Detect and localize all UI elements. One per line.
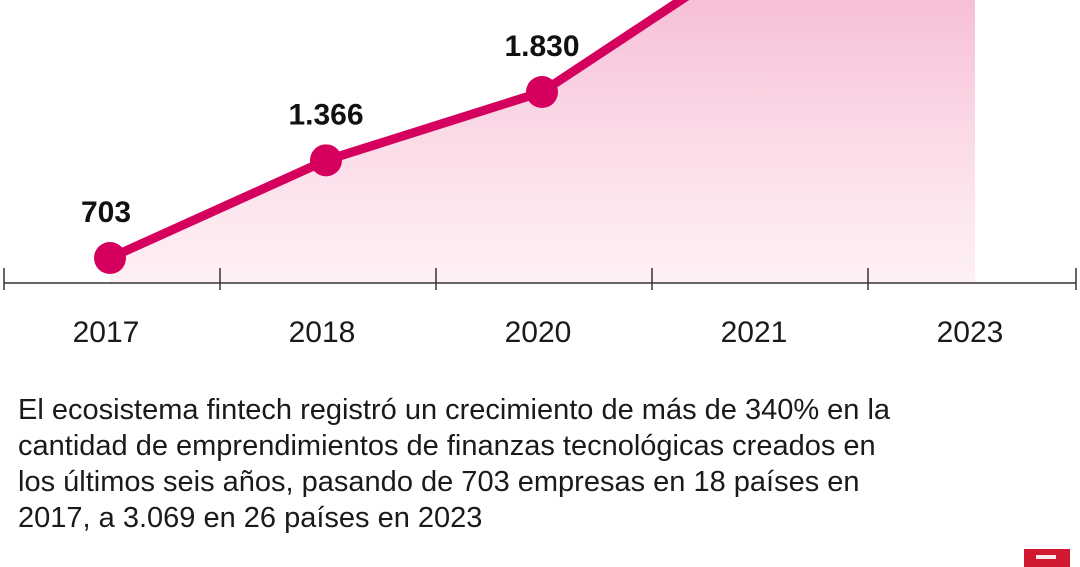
area-layer: [110, 0, 975, 283]
caption-line: 2017, a 3.069 en 26 países en 2023: [18, 502, 483, 534]
caption-line: los últimos seis años, pasando de 703 em…: [18, 466, 860, 498]
data-points: [94, 76, 558, 274]
caption-line: El ecosistema fintech registró un crecim…: [18, 394, 891, 426]
lr-logo-icon: [1024, 549, 1070, 567]
data-label-2017: 703: [81, 196, 131, 229]
chart-canvas: 703 1.366 1.830 2017 2018 2020 2021 2023: [3, 0, 1077, 349]
data-label-2018: 1.366: [288, 98, 363, 131]
tick-label-2021: 2021: [721, 316, 788, 349]
data-point-2020: [526, 76, 558, 108]
data-labels: 703 1.366 1.830: [81, 30, 580, 229]
data-point-2018: [310, 144, 342, 177]
caption-line: cantidad de emprendimientos de finanzas …: [18, 430, 876, 462]
tick-label-2018: 2018: [289, 316, 356, 349]
x-axis: [3, 268, 1077, 290]
tick-label-2023: 2023: [937, 316, 1004, 349]
tick-label-2020: 2020: [505, 316, 572, 349]
chart-caption: El ecosistema fintech registró un crecim…: [18, 392, 1018, 536]
area-fill: [110, 0, 975, 283]
data-label-2020: 1.830: [504, 30, 579, 63]
data-point-2017: [94, 242, 126, 274]
tick-label-2017: 2017: [73, 316, 140, 349]
tick-labels: 2017 2018 2020 2021 2023: [73, 316, 1004, 349]
series-line: [105, 0, 690, 263]
series-line-layer: [105, 0, 690, 263]
